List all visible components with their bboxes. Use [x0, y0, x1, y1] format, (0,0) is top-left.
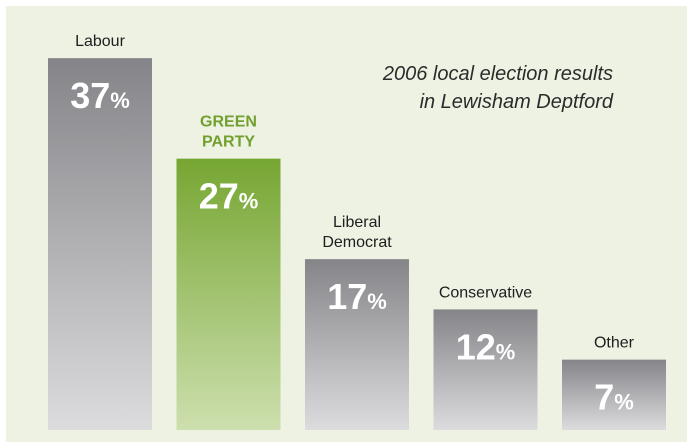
bar-conservative — [433, 309, 538, 430]
category-label-conservative: Conservative — [439, 284, 532, 301]
bar-labour — [48, 58, 152, 431]
value-label-liberal-democrat: 17% — [327, 276, 387, 317]
chart-title-line-1: 2006 local election results — [382, 63, 613, 85]
bar-group: 37% Labour 27% GREEN PARTY 17% Liberal Democrat… — [48, 33, 666, 431]
bar-other — [562, 359, 666, 430]
bar-chart: 2006 local election results in Lewisham … — [48, 33, 666, 431]
category-label-labour: Labour — [75, 33, 125, 50]
category-label-other: Other — [594, 335, 635, 352]
bar-liberal-democrat — [305, 259, 409, 430]
value-label-conservative: 12% — [456, 326, 516, 367]
bar-green-party — [176, 158, 281, 430]
chart-title-line-2: in Lewisham Deptford — [420, 91, 614, 113]
chart-panel: 2006 local election results in Lewisham … — [6, 6, 687, 442]
value-label-other: 7% — [594, 377, 634, 418]
category-label-liberal-democrat: Liberal Democrat — [322, 214, 392, 251]
value-label-labour: 37% — [70, 75, 130, 116]
value-label-green-party: 27% — [199, 176, 259, 217]
category-label-green-party: GREEN PARTY — [200, 114, 257, 151]
